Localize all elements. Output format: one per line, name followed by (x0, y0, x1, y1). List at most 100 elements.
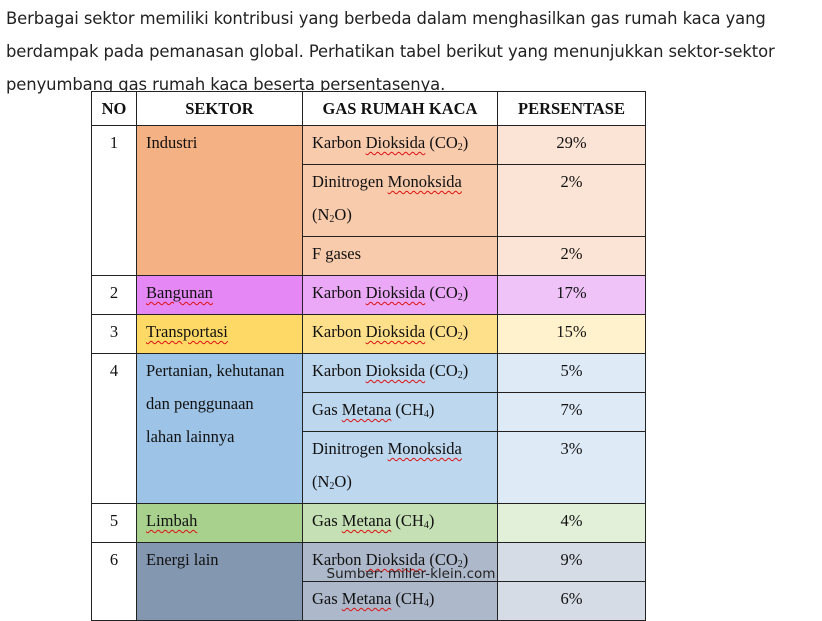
header-gas: GAS RUMAH KACA (302, 91, 498, 126)
gas-post-text: (CH (391, 589, 424, 608)
percentage-value: 6% (560, 589, 583, 608)
percentage-value: 9% (560, 550, 583, 569)
cell-sector: Limbah (136, 503, 303, 543)
row-number: 6 (109, 550, 119, 569)
row-number: 2 (109, 283, 119, 302)
cell-percentage: 2% (497, 236, 646, 276)
gas-name: Dinitrogen Monoksida (N2O) (303, 428, 497, 503)
gas-name: Karbon Dioksida (CO2) (303, 350, 497, 392)
cell-percentage: 4% (497, 503, 646, 543)
gas-sub-text: 2 (457, 292, 463, 303)
gas-post-text: (CH (391, 400, 424, 419)
gas-end-text: ) (428, 589, 435, 608)
cell-gas: Karbon Dioksida (CO2) (302, 314, 498, 354)
gas-pre-text: Karbon (312, 361, 366, 380)
gas-pre-text: Gas (312, 511, 342, 530)
gas-sub-text: 4 (423, 409, 429, 420)
gas-end-text: ) (428, 400, 435, 419)
cell-percentage: 29% (497, 125, 646, 165)
percentage-value: 2% (560, 172, 583, 191)
gas-wavy-text: Dioksida (365, 283, 426, 302)
header-sektor: SEKTOR (136, 91, 303, 126)
gas-name: Gas Metana (CH4) (303, 578, 497, 620)
gas-pre-text: Karbon (312, 133, 366, 152)
gas-pre-text: Gas (312, 400, 342, 419)
row-number: 5 (109, 511, 119, 530)
table-row: 1 Industri Karbon Dioksida (CO2) 29% (91, 125, 646, 276)
sector-name: Transportasi (146, 322, 228, 341)
gas-name: Gas Metana (CH4) (303, 500, 497, 542)
gas-end-text: O) (334, 472, 352, 491)
cell-sector: Pertanian, kehutanan dan penggunaan laha… (136, 353, 303, 504)
gas-post-text: (CH (391, 511, 424, 530)
gas-wavy-text: Dioksida (365, 133, 426, 152)
gas-post-text: (CO (425, 361, 458, 380)
cell-gas: Gas Metana (CH4) (302, 503, 498, 543)
gas-post-text: (N (312, 205, 330, 224)
gas-wavy-text: Metana (341, 589, 392, 608)
greenhouse-gas-table: NO SEKTOR GAS RUMAH KACA PERSENTASE 1 Ind… (91, 91, 646, 621)
row-number: 3 (109, 322, 119, 341)
cell-gas: F gases (302, 236, 498, 276)
cell-gas: Gas Metana (CH4) (302, 581, 498, 621)
cell-gas: Dinitrogen Monoksida (N2O) (302, 431, 498, 504)
gas-wavy-text: Metana (341, 400, 392, 419)
cell-percentage: 2% (497, 164, 646, 237)
cell-percentage: 7% (497, 392, 646, 432)
gas-name: Gas Metana (CH4) (303, 389, 497, 431)
cell-percentage: 17% (497, 275, 646, 315)
cell-percentage: 5% (497, 353, 646, 393)
cell-percentage: 15% (497, 314, 646, 354)
cell-no: 1 (91, 125, 137, 276)
percentage-value: 15% (556, 322, 587, 341)
gas-sub-text: 2 (457, 142, 463, 153)
gas-sub-text: 2 (329, 481, 335, 492)
gas-sub-text: 2 (457, 559, 463, 570)
table-row: 2 Bangunan Karbon Dioksida (CO2) 17% (91, 275, 646, 315)
cell-no: 4 (91, 353, 137, 504)
percentage-value: 2% (560, 244, 583, 263)
gas-name: Karbon Dioksida (CO2) (303, 122, 497, 164)
percentage-value: 7% (560, 400, 583, 419)
table-row: Dinitrogen Monoksida (N2O) 3% (92, 431, 646, 504)
row-number: 1 (109, 133, 119, 152)
gas-post-text: (CO (425, 133, 458, 152)
header-no: NO (91, 91, 137, 126)
gas-end-text: ) (462, 283, 469, 302)
table-row: Gas Metana (CH4) 7% (92, 392, 646, 432)
gas-pre-text: Dinitrogen (312, 439, 388, 458)
gas-end-text: ) (428, 511, 435, 530)
gas-wavy-text: Dioksida (365, 361, 426, 380)
cell-gas: Karbon Dioksida (CO2) (302, 353, 498, 393)
gas-wavy-text: Monoksida (387, 172, 462, 191)
gas-name: Karbon Dioksida (CO2) (303, 272, 497, 314)
gas-name: Dinitrogen Monoksida (N2O) (303, 161, 497, 236)
cell-sector: Transportasi (136, 314, 303, 354)
cell-percentage: 9% (497, 542, 646, 582)
gas-end-text: ) (462, 550, 469, 569)
cell-percentage: 6% (497, 581, 646, 621)
table-header-row: NO SEKTOR GAS RUMAH KACA PERSENTASE (91, 91, 646, 126)
gas-wavy-text: Dioksida (365, 322, 426, 341)
cell-no: 2 (91, 275, 137, 315)
cell-percentage: 3% (497, 431, 646, 504)
gas-wavy-text: Monoksida (387, 439, 462, 458)
gas-name: Karbon Dioksida (CO2) (303, 311, 497, 353)
gas-pre-text: Karbon (312, 550, 366, 569)
table-row: Dinitrogen Monoksida (N2O) 2% (92, 164, 646, 237)
gas-sub-text: 2 (457, 370, 463, 381)
gas-post-text: (N (312, 472, 330, 491)
sector-name: Industri (146, 133, 198, 152)
gas-wavy-text: Dioksida (365, 550, 426, 569)
percentage-value: 3% (560, 439, 583, 458)
cell-gas: Karbon Dioksida (CO2) (302, 275, 498, 315)
sector-name: Energi lain (146, 550, 219, 569)
table-row: 3 Transportasi Karbon Dioksida (CO2) 15% (91, 314, 646, 354)
gas-post-text: (CO (425, 322, 458, 341)
gas-sub-text: 4 (423, 520, 429, 531)
percentage-value: 29% (556, 133, 587, 152)
gas-end-text: O) (334, 205, 352, 224)
cell-gas: Dinitrogen Monoksida (N2O) (302, 164, 498, 237)
source-caption: Sumber: miller-klein.com (326, 566, 496, 582)
cell-sector: Bangunan (136, 275, 303, 315)
